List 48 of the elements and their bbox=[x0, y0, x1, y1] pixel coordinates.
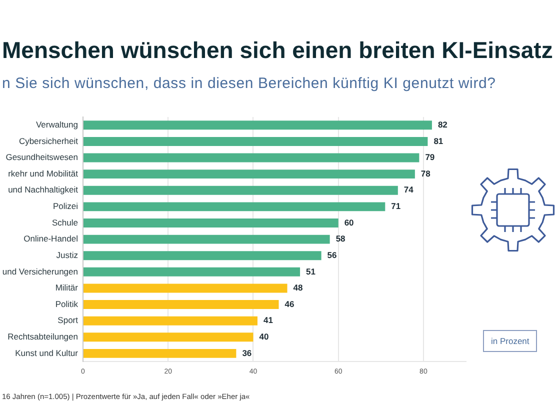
y-tick-label: und Versicherungen bbox=[2, 266, 78, 276]
data-label: 79 bbox=[425, 152, 435, 162]
y-tick-label: Sport bbox=[58, 315, 79, 326]
bar bbox=[84, 186, 398, 195]
data-label: 40 bbox=[259, 331, 269, 342]
bar bbox=[84, 316, 258, 326]
data-label: 82 bbox=[438, 119, 448, 130]
y-tick-label: Militär bbox=[55, 282, 78, 293]
chart-title: Menschen wünschen sich einen breiten KI-Einsatz bbox=[2, 37, 553, 64]
data-label: 60 bbox=[344, 217, 354, 228]
y-tick-label: Gesundheitswesen bbox=[6, 152, 78, 162]
data-label: 48 bbox=[293, 282, 303, 293]
bar bbox=[84, 202, 386, 212]
y-tick-label: Rechtsabteilungen bbox=[8, 331, 78, 342]
bar bbox=[84, 284, 288, 293]
bar bbox=[84, 153, 420, 162]
data-label: 58 bbox=[336, 234, 346, 244]
data-label: 74 bbox=[404, 184, 414, 195]
y-tick-label: Kunst und Kultur bbox=[15, 348, 78, 358]
bar bbox=[84, 234, 330, 244]
data-label: 78 bbox=[420, 168, 431, 178]
y-tick-label: Online-Handel bbox=[24, 234, 78, 244]
y-tick-label: rkehr und Mobilität bbox=[8, 168, 79, 178]
y-tick-label: Schule bbox=[52, 217, 78, 228]
data-label: 81 bbox=[434, 136, 444, 146]
bar bbox=[84, 251, 322, 260]
chart-subtitle: n Sie sich wünschen, dass in diesen Bereichen künftig KI genutzt wird? bbox=[2, 75, 496, 92]
y-tick-label: Polizei bbox=[52, 201, 78, 212]
data-label: 51 bbox=[306, 266, 316, 276]
data-label: 41 bbox=[263, 315, 274, 326]
data-label: 56 bbox=[327, 250, 338, 260]
bar bbox=[84, 120, 432, 130]
y-tick-label: Justiz bbox=[56, 250, 78, 260]
bar bbox=[84, 170, 415, 179]
data-label: 46 bbox=[284, 298, 294, 309]
data-label: 36 bbox=[242, 348, 252, 358]
bar bbox=[84, 300, 279, 310]
bar bbox=[84, 218, 338, 228]
y-tick-label: Politik bbox=[55, 298, 79, 309]
y-tick-label: und Nachhaltigkeit bbox=[8, 184, 79, 195]
text: in Prozent bbox=[483, 330, 538, 352]
y-tick-label: Cybersicherheit bbox=[18, 136, 79, 146]
bar bbox=[84, 136, 428, 146]
y-tick-label: Verwaltung bbox=[36, 119, 78, 130]
bar bbox=[84, 348, 236, 358]
bar bbox=[84, 332, 254, 342]
data-label: 71 bbox=[391, 201, 401, 212]
bar bbox=[84, 267, 300, 276]
